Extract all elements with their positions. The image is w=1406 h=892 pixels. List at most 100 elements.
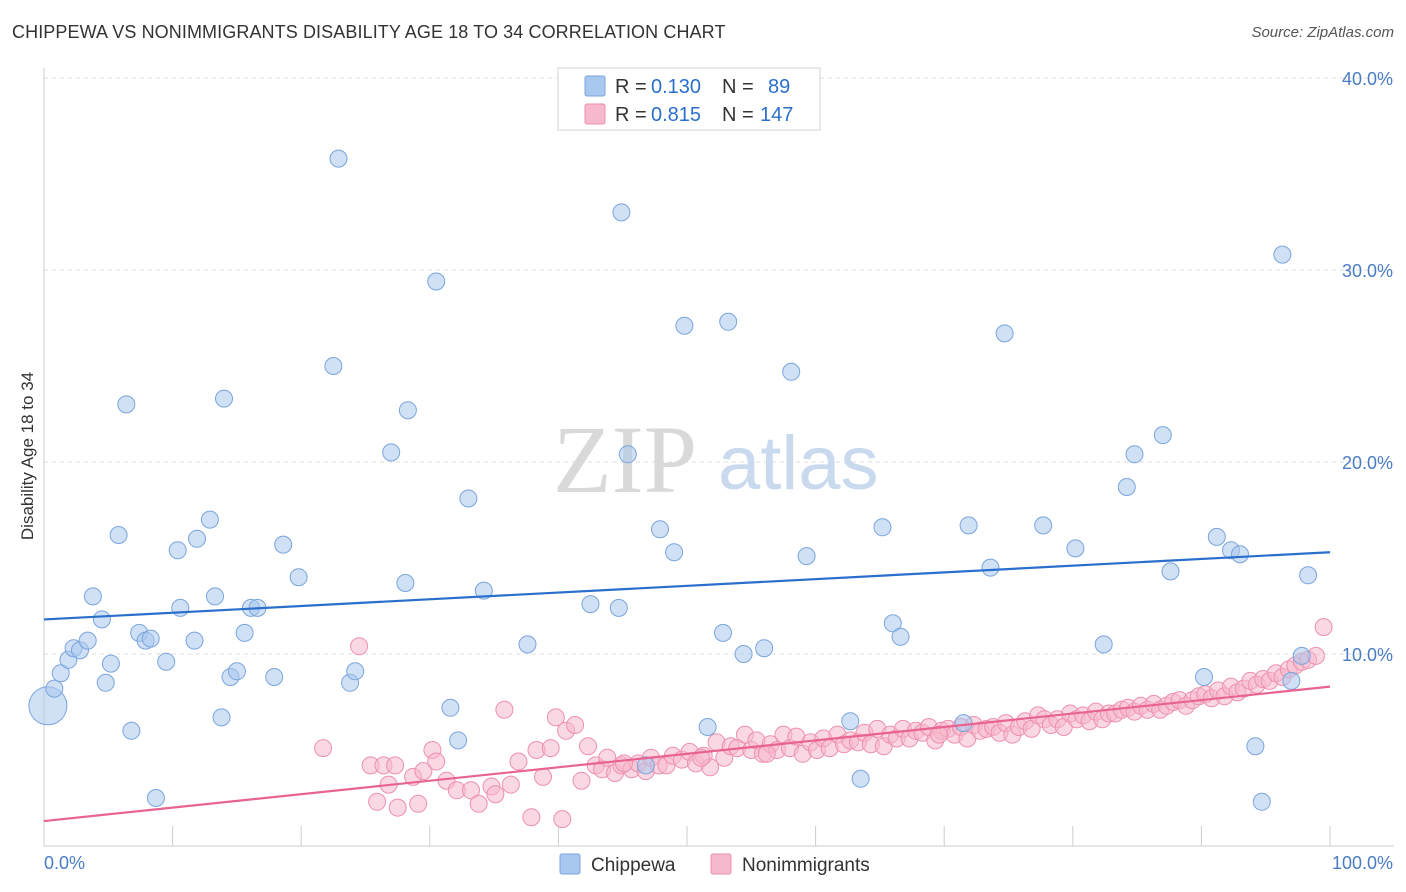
data-point xyxy=(274,535,293,554)
x-tick-label: 100.0% xyxy=(1332,853,1393,873)
data-point xyxy=(782,362,801,381)
data-point xyxy=(841,712,860,731)
data-point xyxy=(109,526,128,544)
data-point xyxy=(171,598,190,617)
legend-n-label: N = xyxy=(722,76,754,98)
chart-title: CHIPPEWA VS NONIMMIGRANTS DISABILITY AGE… xyxy=(12,22,726,42)
tick-labels: 10.0% 20.0% 30.0% 40.0% 0.0% 100.0% xyxy=(44,69,1393,873)
data-point xyxy=(427,272,446,291)
data-point xyxy=(755,639,774,658)
series-legend-swatch-chippewa xyxy=(559,853,581,875)
data-point xyxy=(1292,646,1311,665)
legend-r-value-chippewa: 0.130 xyxy=(651,76,701,98)
data-point xyxy=(609,598,628,617)
data-point xyxy=(382,443,401,462)
data-point xyxy=(615,754,633,773)
series-legend: Chippewa Nonimmigrants xyxy=(559,853,870,876)
data-point xyxy=(714,623,732,642)
data-point xyxy=(92,610,111,629)
y-tick-label: 30.0% xyxy=(1342,261,1393,281)
data-point xyxy=(396,574,415,592)
data-point xyxy=(1117,478,1136,496)
data-point xyxy=(1246,737,1265,756)
data-point xyxy=(541,739,560,758)
data-point xyxy=(579,737,597,756)
data-point xyxy=(141,629,160,648)
data-point xyxy=(757,744,776,763)
series-legend-label-chippewa: Chippewa xyxy=(591,855,676,876)
data-point xyxy=(873,518,892,537)
data-point xyxy=(1231,545,1249,564)
data-point xyxy=(212,708,231,727)
data-point xyxy=(1066,539,1085,558)
data-point xyxy=(1299,566,1318,585)
data-point xyxy=(675,316,694,335)
data-point xyxy=(146,789,165,807)
data-point xyxy=(891,627,910,646)
data-point xyxy=(368,792,387,811)
data-point xyxy=(1094,635,1113,654)
data-point xyxy=(83,587,102,606)
data-point xyxy=(636,756,655,775)
data-point xyxy=(346,662,365,681)
data-point xyxy=(618,445,637,464)
data-point xyxy=(522,808,541,827)
data-point xyxy=(414,762,433,781)
data-point xyxy=(1153,426,1172,445)
data-point xyxy=(546,708,565,727)
data-point xyxy=(797,547,816,566)
data-point xyxy=(469,794,488,813)
x-tick-label: 0.0% xyxy=(44,853,85,873)
data-point xyxy=(409,794,428,813)
data-point xyxy=(449,731,468,750)
data-point xyxy=(200,510,219,529)
series-chippewa-points xyxy=(28,149,1318,811)
data-point xyxy=(350,637,369,656)
data-point xyxy=(185,631,204,650)
series-legend-label-nonimmigrants: Nonimmigrants xyxy=(742,855,870,876)
y-tick-label: 10.0% xyxy=(1342,645,1393,665)
grid-lines xyxy=(44,77,1394,655)
data-point xyxy=(51,664,70,683)
data-point xyxy=(45,679,64,698)
data-point xyxy=(215,389,233,408)
data-point xyxy=(1252,792,1271,811)
correlation-legend: R = 0.130 N = 89 R = 0.815 N = 147 xyxy=(557,67,821,131)
data-point xyxy=(101,654,120,673)
data-point xyxy=(518,635,537,654)
data-point xyxy=(157,652,176,671)
data-point xyxy=(462,781,480,800)
data-point xyxy=(572,771,591,790)
legend-swatch-nonimmigrants xyxy=(584,103,606,125)
data-point xyxy=(235,623,254,642)
data-point xyxy=(719,312,738,331)
data-point xyxy=(96,673,115,692)
legend-n-value-chippewa: 89 xyxy=(768,76,790,98)
data-point xyxy=(168,541,187,560)
data-point xyxy=(314,739,333,758)
legend-n-label-2: N = xyxy=(722,104,754,126)
data-point xyxy=(1273,245,1292,264)
legend-r-value-nonimmigrants: 0.815 xyxy=(651,104,701,126)
data-point xyxy=(995,324,1014,343)
data-point xyxy=(188,529,206,548)
data-point xyxy=(122,721,141,740)
data-point xyxy=(441,698,460,717)
data-point xyxy=(486,785,505,804)
data-point xyxy=(265,668,284,686)
data-point xyxy=(665,543,684,562)
series-nonimmigrants-points xyxy=(314,618,1333,829)
trend-line-nonimmigrants xyxy=(43,685,1331,823)
trend-lines xyxy=(43,551,1331,823)
data-point xyxy=(495,700,514,719)
data-point xyxy=(1195,668,1213,686)
data-point xyxy=(324,357,343,375)
data-point xyxy=(698,718,717,736)
data-point xyxy=(1207,527,1226,546)
data-point xyxy=(1034,516,1053,535)
y-tick-label: 20.0% xyxy=(1342,453,1393,473)
data-point xyxy=(117,395,136,414)
data-point xyxy=(1282,671,1301,690)
data-point xyxy=(1314,618,1333,637)
